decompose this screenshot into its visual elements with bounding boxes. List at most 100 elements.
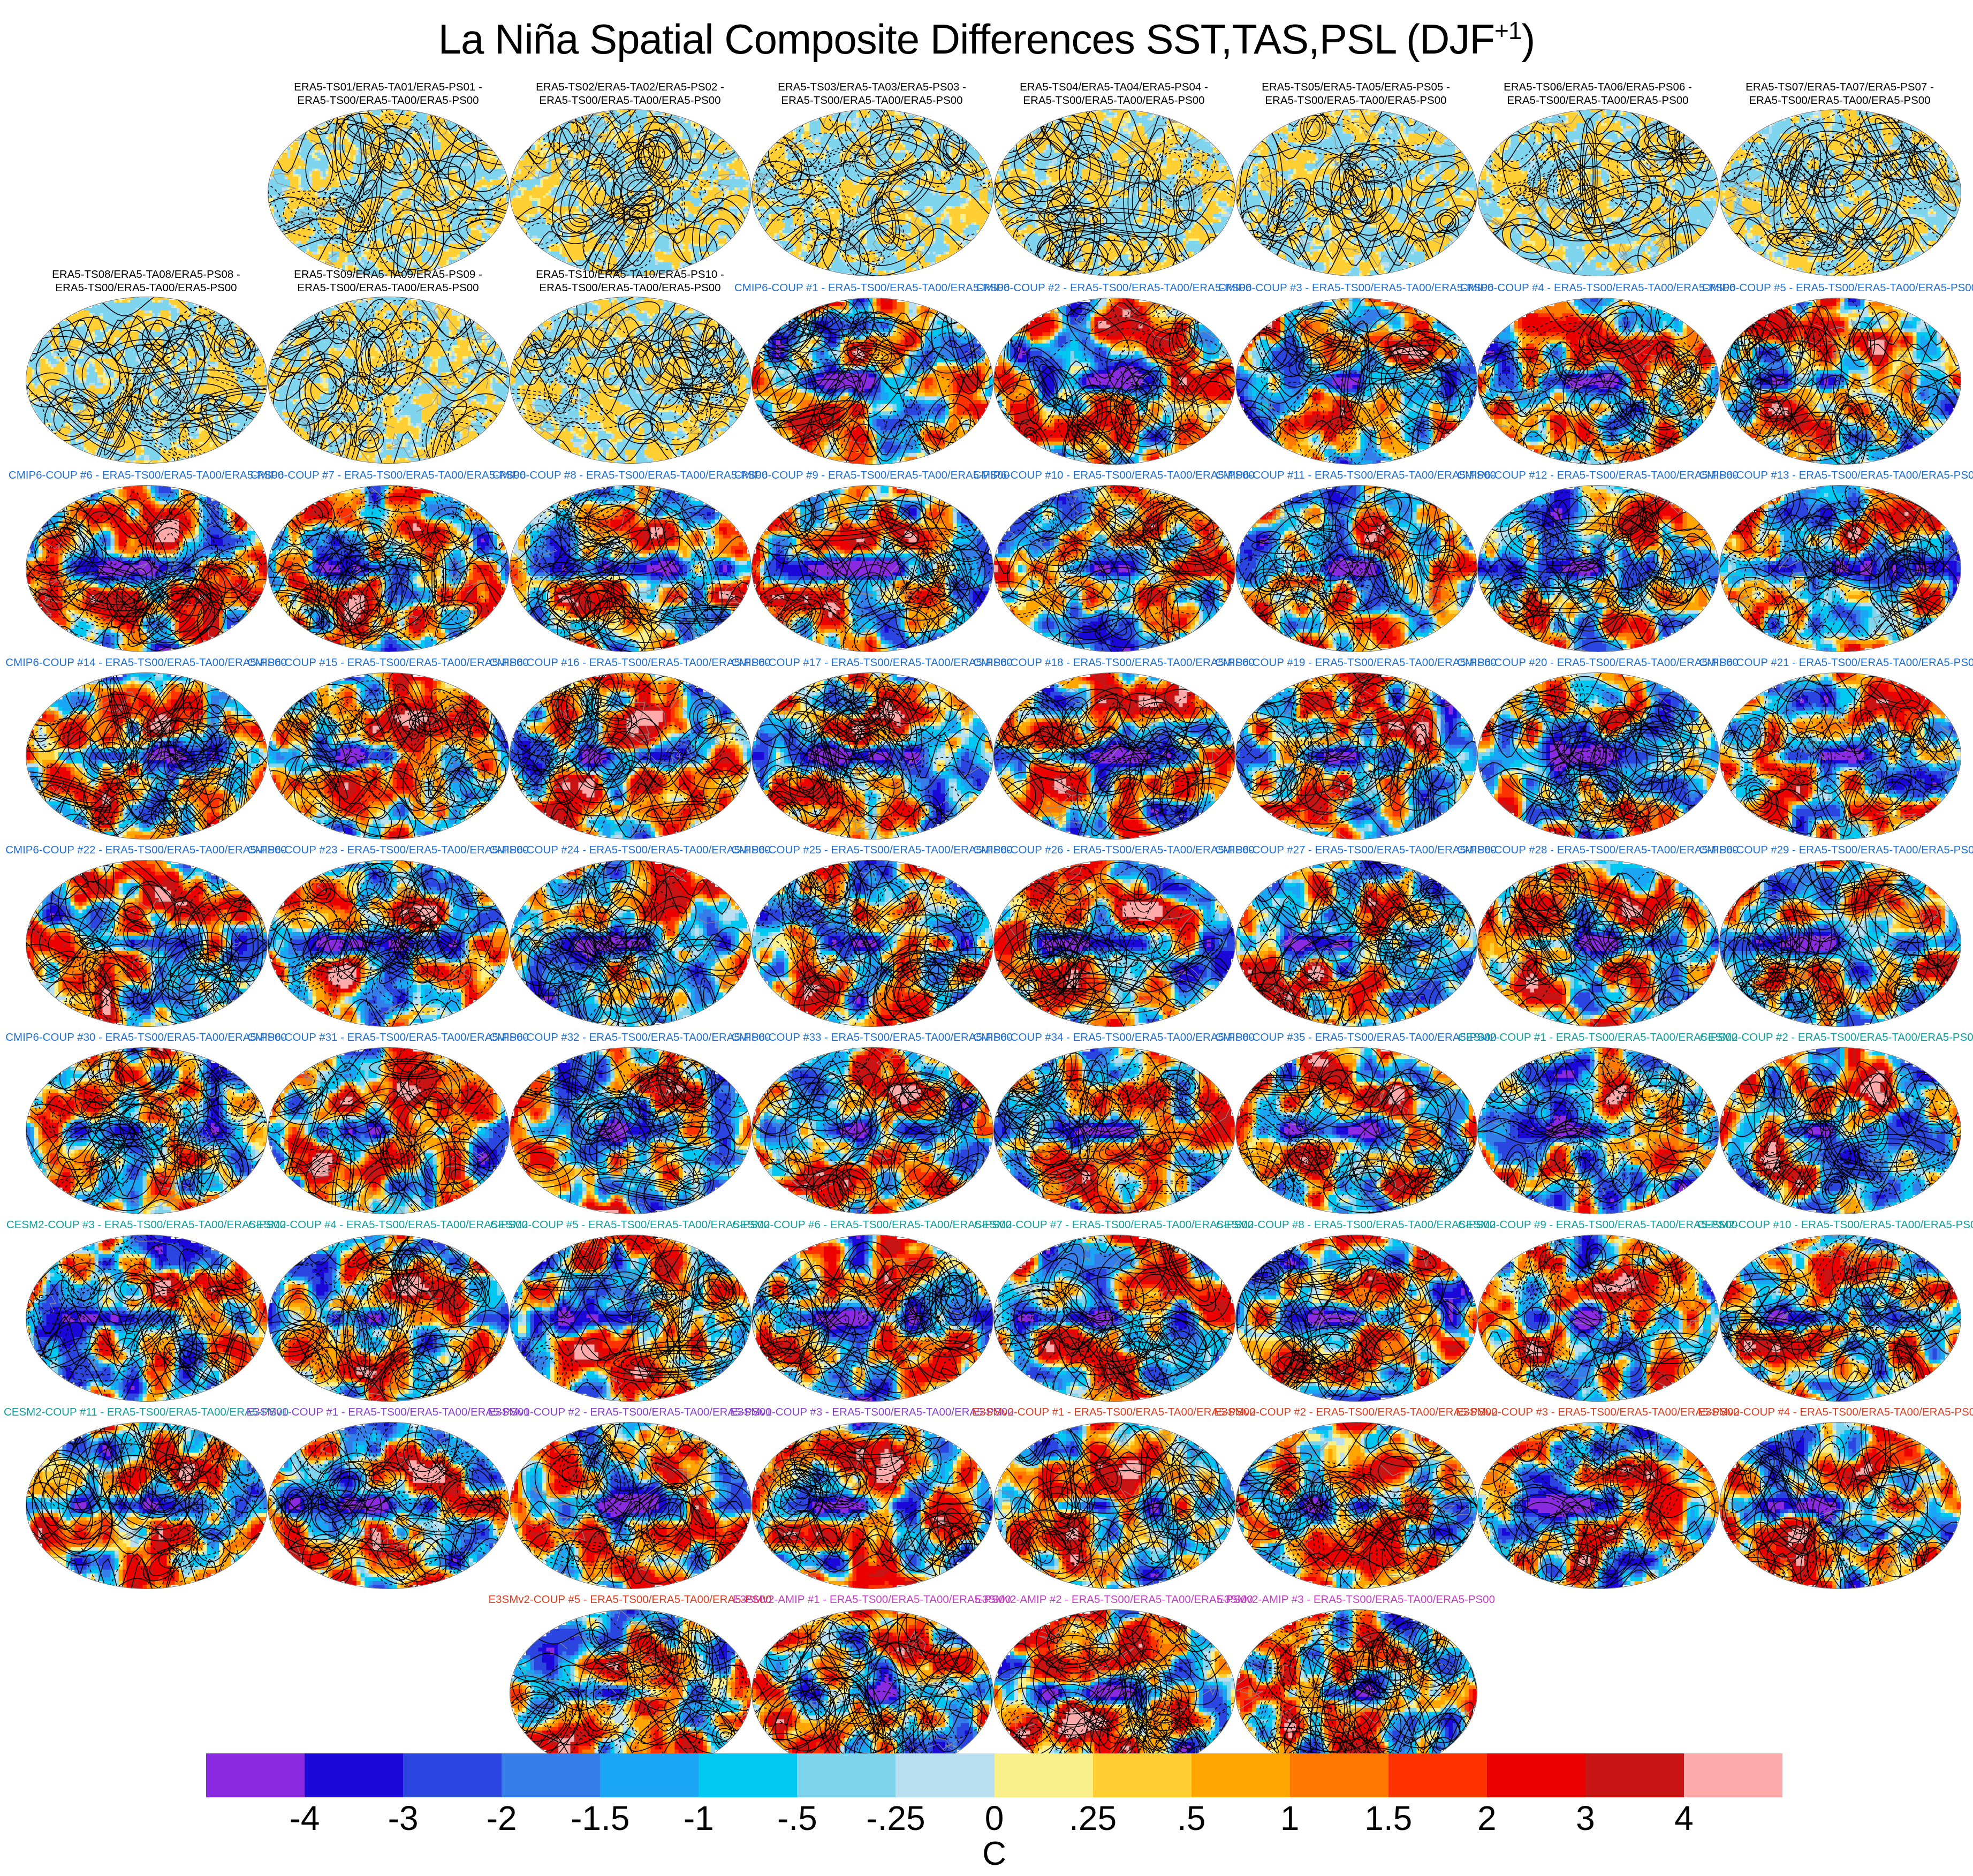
map-panel[interactable]: ERA5-TS09/ERA5-TA09/ERA5-PS09 - ERA5-TS00… — [256, 268, 520, 466]
map-panel[interactable]: CMIP6-COUP #8 - ERA5-TS00/ERA5-TA00/ERA5… — [498, 455, 762, 654]
map-panel[interactable]: CMIP6-COUP #22 - ERA5-TS00/ERA5-TA00/ERA… — [14, 830, 278, 1029]
map-panel[interactable]: E3SMv1-COUP #3 - ERA5-TS00/ERA5-TA00/ERA… — [740, 1392, 1004, 1591]
map-panel[interactable]: CESM2-COUP #1 - ERA5-TS00/ERA5-TA00/ERA5… — [1466, 1017, 1730, 1216]
map-panel[interactable]: CMIP6-COUP #29 - ERA5-TS00/ERA5-TA00/ERA… — [1708, 830, 1972, 1029]
map-panel[interactable]: CESM2-COUP #2 - ERA5-TS00/ERA5-TA00/ERA5… — [1708, 1017, 1972, 1216]
colorbar-tick: -2 — [487, 1798, 517, 1838]
map-panel[interactable]: CMIP6-COUP #13 - ERA5-TS00/ERA5-TA00/ERA… — [1708, 455, 1972, 654]
map-panel[interactable]: CMIP6-COUP #33 - ERA5-TS00/ERA5-TA00/ERA… — [740, 1017, 1004, 1216]
panel-label: CMIP6-COUP #13 - ERA5-TS00/ERA5-TA00/ERA… — [1708, 455, 1972, 483]
robinson-map — [1235, 1609, 1477, 1776]
robinson-map — [1477, 485, 1719, 652]
map-figure — [498, 1607, 762, 1779]
map-figure — [14, 1045, 278, 1216]
map-panel[interactable]: CMIP6-COUP #24 - ERA5-TS00/ERA5-TA00/ERA… — [498, 830, 762, 1029]
colorbar-tick: -.5 — [777, 1798, 817, 1838]
map-panel[interactable]: CESM2-COUP #6 - ERA5-TS00/ERA5-TA00/ERA5… — [740, 1205, 1004, 1404]
panel-label: CMIP6-COUP #12 - ERA5-TS00/ERA5-TA00/ERA… — [1466, 455, 1730, 483]
map-panel[interactable]: CMIP6-COUP #19 - ERA5-TS00/ERA5-TA00/ERA… — [1224, 642, 1488, 842]
map-panel[interactable]: ERA5-TS05/ERA5-TA05/ERA5-PS05 - ERA5-TS00… — [1224, 80, 1488, 278]
colorbar-tick: 2 — [1477, 1798, 1497, 1838]
map-panel[interactable]: ERA5-TS06/ERA5-TA06/ERA5-PS06 - ERA5-TS00… — [1466, 80, 1730, 278]
map-panel[interactable]: CMIP6-COUP #10 - ERA5-TS00/ERA5-TA00/ERA… — [982, 455, 1246, 654]
map-panel[interactable]: CMIP6-COUP #2 - ERA5-TS00/ERA5-TA00/ERA5… — [982, 268, 1246, 467]
map-panel[interactable]: CMIP6-COUP #30 - ERA5-TS00/ERA5-TA00/ERA… — [14, 1017, 278, 1216]
robinson-map — [993, 1047, 1235, 1214]
map-panel[interactable]: E3SMv2-COUP #3 - ERA5-TS00/ERA5-TA00/ERA… — [1466, 1392, 1730, 1591]
map-panel[interactable]: CMIP6-COUP #16 - ERA5-TS00/ERA5-TA00/ERA… — [498, 642, 762, 842]
colorbar[interactable] — [206, 1753, 1782, 1797]
map-panel[interactable]: CMIP6-COUP #17 - ERA5-TS00/ERA5-TA00/ERA… — [740, 642, 1004, 842]
panel-label: ERA5-TS03/ERA5-TA03/ERA5-PS03 - ERA5-TS00… — [740, 80, 1004, 107]
colorbar-cell — [502, 1753, 600, 1797]
map-panel[interactable]: CMIP6-COUP #25 - ERA5-TS00/ERA5-TA00/ERA… — [740, 830, 1004, 1029]
map-panel[interactable]: ERA5-TS02/ERA5-TA02/ERA5-PS02 - ERA5-TS00… — [498, 80, 762, 278]
map-panel[interactable]: E3SMv1-COUP #1 - ERA5-TS00/ERA5-TA00/ERA… — [256, 1392, 520, 1591]
colorbar-cell — [995, 1753, 1093, 1797]
map-panel[interactable]: E3SMv2-COUP #1 - ERA5-TS00/ERA5-TA00/ERA… — [982, 1392, 1246, 1591]
map-panel[interactable]: CESM2-COUP #3 - ERA5-TS00/ERA5-TA00/ERA5… — [14, 1205, 278, 1404]
map-panel[interactable]: CESM2-COUP #11 - ERA5-TS00/ERA5-TA00/ERA… — [14, 1392, 278, 1591]
map-panel[interactable]: CESM2-COUP #4 - ERA5-TS00/ERA5-TA00/ERA5… — [256, 1205, 520, 1404]
map-panel[interactable]: CMIP6-COUP #14 - ERA5-TS00/ERA5-TA00/ERA… — [14, 642, 278, 842]
map-panel[interactable]: CESM2-COUP #10 - ERA5-TS00/ERA5-TA00/ERA… — [1708, 1205, 1972, 1404]
map-panel[interactable]: CMIP6-COUP #5 - ERA5-TS00/ERA5-TA00/ERA5… — [1708, 268, 1972, 467]
map-panel[interactable]: ERA5-TS01/ERA5-TA01/ERA5-PS01 - ERA5-TS00… — [256, 80, 520, 278]
map-panel[interactable]: CESM2-COUP #8 - ERA5-TS00/ERA5-TA00/ERA5… — [1224, 1205, 1488, 1404]
map-panel[interactable]: CMIP6-COUP #34 - ERA5-TS00/ERA5-TA00/ERA… — [982, 1017, 1246, 1216]
map-panel[interactable]: E3SMv2-COUP #2 - ERA5-TS00/ERA5-TA00/ERA… — [1224, 1392, 1488, 1591]
robinson-map — [26, 1422, 268, 1589]
map-panel[interactable]: ERA5-TS03/ERA5-TA03/ERA5-PS03 - ERA5-TS00… — [740, 80, 1004, 278]
robinson-map — [993, 1422, 1235, 1589]
map-panel[interactable]: CMIP6-COUP #31 - ERA5-TS00/ERA5-TA00/ERA… — [256, 1017, 520, 1216]
map-panel[interactable]: CMIP6-COUP #32 - ERA5-TS00/ERA5-TA00/ERA… — [498, 1017, 762, 1216]
map-panel[interactable]: CMIP6-COUP #35 - ERA5-TS00/ERA5-TA00/ERA… — [1224, 1017, 1488, 1216]
colorbar-tick: 3 — [1576, 1798, 1595, 1838]
panel-label: E3SMv2-COUP #3 - ERA5-TS00/ERA5-TA00/ERA… — [1466, 1392, 1730, 1420]
map-panel[interactable]: CMIP6-COUP #26 - ERA5-TS00/ERA5-TA00/ERA… — [982, 830, 1246, 1029]
map-figure — [982, 1607, 1246, 1779]
robinson-map — [1235, 1235, 1477, 1402]
map-panel[interactable]: E3SMv1-COUP #2 - ERA5-TS00/ERA5-TA00/ERA… — [498, 1392, 762, 1591]
map-panel[interactable]: CMIP6-COUP #21 - ERA5-TS00/ERA5-TA00/ERA… — [1708, 642, 1972, 842]
map-panel[interactable]: CMIP6-COUP #4 - ERA5-TS00/ERA5-TA00/ERA5… — [1466, 268, 1730, 467]
map-panel[interactable]: CMIP6-COUP #20 - ERA5-TS00/ERA5-TA00/ERA… — [1466, 642, 1730, 842]
robinson-map — [1719, 672, 1961, 839]
panel-label: CESM2-COUP #9 - ERA5-TS00/ERA5-TA00/ERA5… — [1466, 1205, 1730, 1232]
map-panel[interactable]: CESM2-COUP #9 - ERA5-TS00/ERA5-TA00/ERA5… — [1466, 1205, 1730, 1404]
panel-label: CESM2-COUP #1 - ERA5-TS00/ERA5-TA00/ERA5… — [1466, 1017, 1730, 1045]
map-panel[interactable]: CMIP6-COUP #3 - ERA5-TS00/ERA5-TA00/ERA5… — [1224, 268, 1488, 467]
map-panel[interactable]: CESM2-COUP #5 - ERA5-TS00/ERA5-TA00/ERA5… — [498, 1205, 762, 1404]
map-panel[interactable]: CMIP6-COUP #18 - ERA5-TS00/ERA5-TA00/ERA… — [982, 642, 1246, 842]
map-panel[interactable]: CMIP6-COUP #27 - ERA5-TS00/ERA5-TA00/ERA… — [1224, 830, 1488, 1029]
map-panel[interactable]: E3SMv2-COUP #5 - ERA5-TS00/ERA5-TA00/ERA… — [498, 1579, 762, 1779]
map-panel[interactable]: CMIP6-COUP #6 - ERA5-TS00/ERA5-TA00/ERA5… — [14, 455, 278, 654]
map-figure — [256, 483, 520, 654]
map-panel[interactable]: ERA5-TS10/ERA5-TA10/ERA5-PS10 - ERA5-TS00… — [498, 268, 762, 466]
map-panel[interactable]: ERA5-TS04/ERA5-TA04/ERA5-PS04 - ERA5-TS00… — [982, 80, 1246, 278]
map-panel[interactable]: CMIP6-COUP #28 - ERA5-TS00/ERA5-TA00/ERA… — [1466, 830, 1730, 1029]
robinson-map — [1719, 1047, 1961, 1214]
map-panel[interactable]: E3SMv2-AMIP #1 - ERA5-TS00/ERA5-TA00/ERA… — [740, 1579, 1004, 1779]
map-panel[interactable]: CMIP6-COUP #1 - ERA5-TS00/ERA5-TA00/ERA5… — [740, 268, 1004, 467]
map-panel[interactable]: ERA5-TS08/ERA5-TA08/ERA5-PS08 - ERA5-TS00… — [14, 268, 278, 466]
panel-label: CMIP6-COUP #1 - ERA5-TS00/ERA5-TA00/ERA5… — [740, 268, 1004, 296]
map-panel[interactable]: CMIP6-COUP #9 - ERA5-TS00/ERA5-TA00/ERA5… — [740, 455, 1004, 654]
map-panel[interactable]: E3SMv2-COUP #4 - ERA5-TS00/ERA5-TA00/ERA… — [1708, 1392, 1972, 1591]
map-panel[interactable]: CMIP6-COUP #12 - ERA5-TS00/ERA5-TA00/ERA… — [1466, 455, 1730, 654]
map-panel[interactable]: E3SMv2-AMIP #3 - ERA5-TS00/ERA5-TA00/ERA… — [1224, 1579, 1488, 1779]
map-panel[interactable]: ERA5-TS07/ERA5-TA07/ERA5-PS07 - ERA5-TS00… — [1708, 80, 1972, 278]
map-panel[interactable]: CMIP6-COUP #11 - ERA5-TS00/ERA5-TA00/ERA… — [1224, 455, 1488, 654]
map-panel[interactable]: CMIP6-COUP #7 - ERA5-TS00/ERA5-TA00/ERA5… — [256, 455, 520, 654]
colorbar-cell — [1487, 1753, 1585, 1797]
panel-label: ERA5-TS08/ERA5-TA08/ERA5-PS08 - ERA5-TS00… — [14, 268, 278, 294]
map-panel[interactable]: CMIP6-COUP #15 - ERA5-TS00/ERA5-TA00/ERA… — [256, 642, 520, 842]
colorbar-cell — [600, 1753, 699, 1797]
panel-row: ERA5-TS01/ERA5-TA01/ERA5-PS01 - ERA5-TS00… — [0, 80, 1973, 268]
robinson-map — [752, 298, 993, 465]
robinson-map — [1477, 672, 1719, 839]
map-panel[interactable]: CMIP6-COUP #23 - ERA5-TS00/ERA5-TA00/ERA… — [256, 830, 520, 1029]
colorbar-tick: .5 — [1177, 1798, 1205, 1838]
map-panel[interactable]: CESM2-COUP #7 - ERA5-TS00/ERA5-TA00/ERA5… — [982, 1205, 1246, 1404]
map-panel[interactable]: E3SMv2-AMIP #2 - ERA5-TS00/ERA5-TA00/ERA… — [982, 1579, 1246, 1779]
